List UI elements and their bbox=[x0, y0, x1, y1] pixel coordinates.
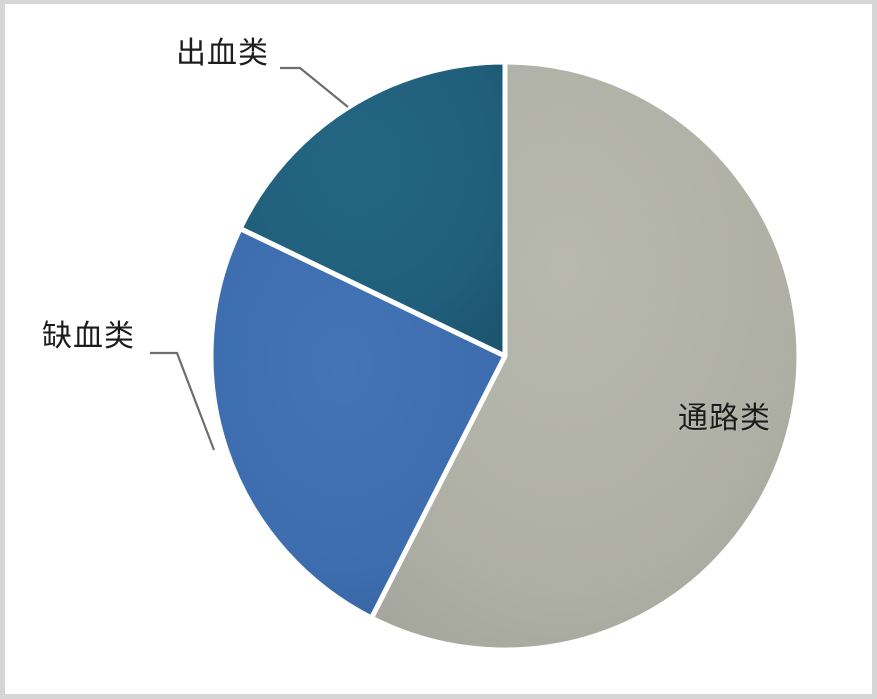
pie-slice-ischemic[interactable] bbox=[208, 226, 508, 621]
pie-slice-access[interactable] bbox=[369, 59, 802, 653]
pie-slice-hemorrhagic[interactable] bbox=[237, 59, 508, 359]
pie-label-ischemic: 缺血类 bbox=[42, 319, 135, 354]
pie-chart-svg bbox=[150, 59, 802, 653]
leader-line-hemorrhagic bbox=[280, 66, 349, 108]
pie-chart-plot-area: 出血类 缺血类 通路类 bbox=[5, 4, 872, 694]
pie-label-hemorrhagic: 出血类 bbox=[176, 36, 269, 71]
pie-label-access: 通路类 bbox=[678, 401, 771, 436]
leader-line-ischemic bbox=[150, 351, 216, 451]
